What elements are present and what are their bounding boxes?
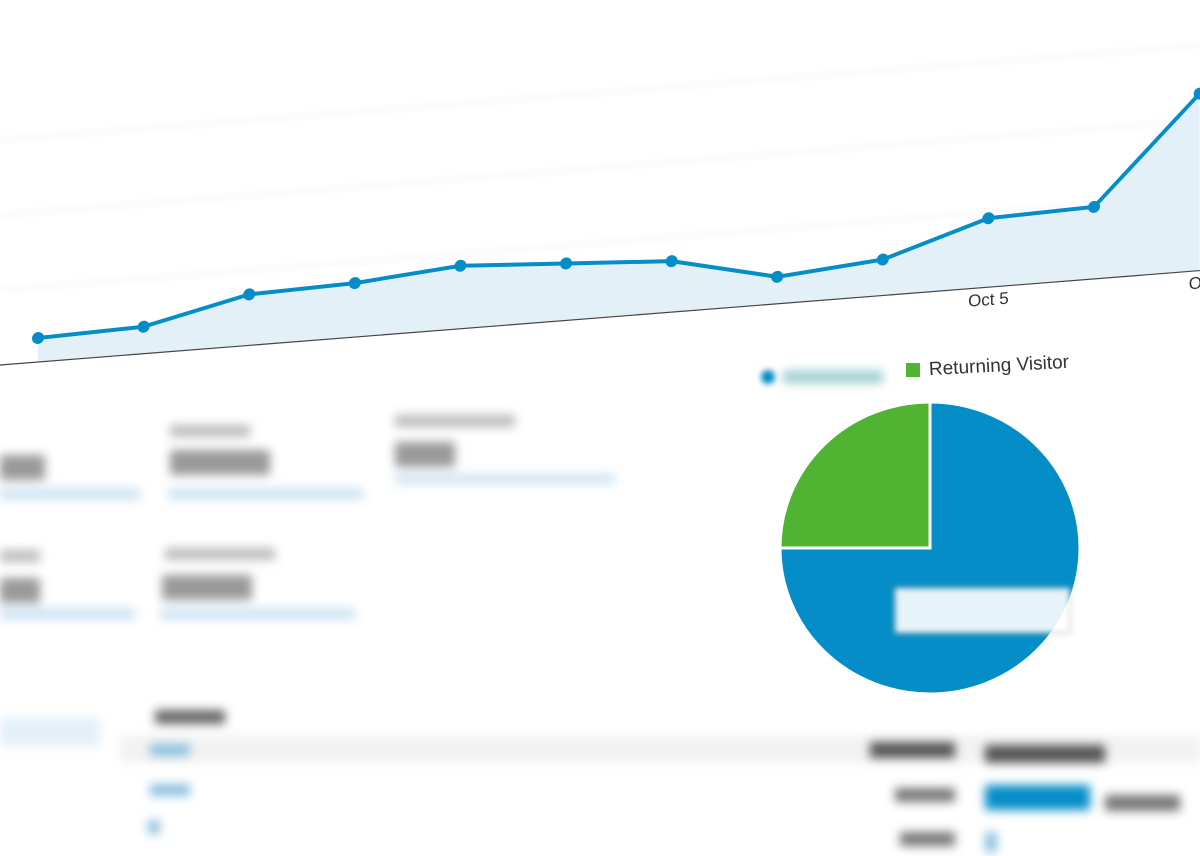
pie-slice: [778, 400, 932, 550]
x-axis: [0, 269, 1200, 366]
row-link: [150, 784, 190, 796]
grid-line: [0, 194, 1200, 291]
metric-cards: [0, 415, 615, 620]
percent-bar: [985, 785, 1090, 810]
point: [876, 253, 889, 266]
legend: Returning Visitor: [761, 352, 1070, 384]
tooltip: [894, 587, 1071, 634]
legend-label-blur: [783, 371, 883, 383]
column-header: [985, 745, 1105, 763]
point: [32, 331, 44, 345]
row-link: [150, 744, 190, 756]
point: [982, 212, 995, 225]
legend-label: Returning Visitor: [928, 352, 1070, 380]
card-label: [0, 550, 40, 562]
line-chart: Oct 5 Oc: [0, 87, 1200, 366]
point: [560, 257, 572, 270]
card-label: [165, 548, 275, 560]
cell: [900, 832, 955, 846]
line: [37, 92, 1200, 341]
percent-bar: [985, 832, 997, 852]
point: [665, 255, 678, 268]
point: [348, 277, 361, 290]
card-value: [395, 442, 455, 467]
card-value: [170, 450, 270, 475]
point: [243, 288, 256, 301]
grid-line: [0, 44, 1200, 141]
data-table: [0, 710, 1200, 852]
legend-swatch: [761, 370, 775, 384]
row-link: [148, 820, 160, 834]
grid-line: [0, 119, 1200, 216]
x-tick-label: Oct 5: [968, 289, 1009, 311]
legend-swatch: [906, 363, 920, 377]
card-value: [0, 578, 40, 603]
point: [137, 320, 150, 333]
sparkline: [0, 488, 140, 500]
point: [454, 259, 467, 272]
sparkline: [160, 608, 355, 620]
sparkline: [395, 474, 615, 484]
sparkline: [168, 488, 363, 500]
card-label: [170, 425, 250, 437]
cell: [1105, 795, 1180, 811]
area: [38, 93, 1200, 363]
pie-chart: [778, 400, 1082, 696]
card-label: [395, 415, 515, 427]
sparkline: [0, 608, 135, 620]
grid: [0, 44, 1200, 291]
cell: [895, 788, 955, 802]
column-header: [155, 710, 225, 724]
point: [1088, 200, 1100, 213]
table-control: [0, 718, 100, 746]
point: [771, 270, 784, 283]
card-value: [162, 575, 252, 600]
column-header: [870, 742, 955, 758]
card-value: [0, 455, 45, 480]
x-tick-label: Oc: [1189, 273, 1200, 294]
